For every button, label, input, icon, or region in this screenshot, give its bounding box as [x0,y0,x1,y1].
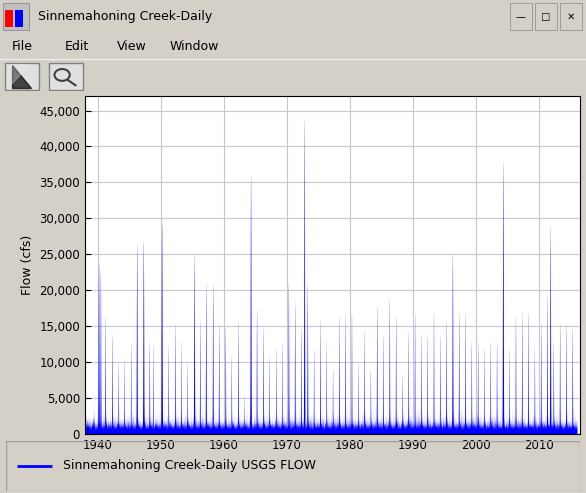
Text: File: File [12,40,33,53]
Polygon shape [12,65,32,88]
Text: ✕: ✕ [564,12,578,22]
Bar [560,3,582,30]
Text: □: □ [539,12,554,22]
Bar [3,3,29,30]
Text: View: View [117,40,147,53]
Bar [510,3,532,30]
Text: —: — [513,12,529,22]
Bar [535,3,557,30]
Polygon shape [11,65,29,85]
Bar [5,10,13,27]
Text: Edit: Edit [64,40,88,53]
Text: Window: Window [170,40,219,53]
Text: Sinnemahoning Creek-Daily USGS FLOW: Sinnemahoning Creek-Daily USGS FLOW [63,459,316,472]
Y-axis label: Flow (cfs): Flow (cfs) [21,235,34,295]
Text: Sinnemahoning Creek-Daily: Sinnemahoning Creek-Daily [38,10,212,23]
Bar [15,10,23,27]
